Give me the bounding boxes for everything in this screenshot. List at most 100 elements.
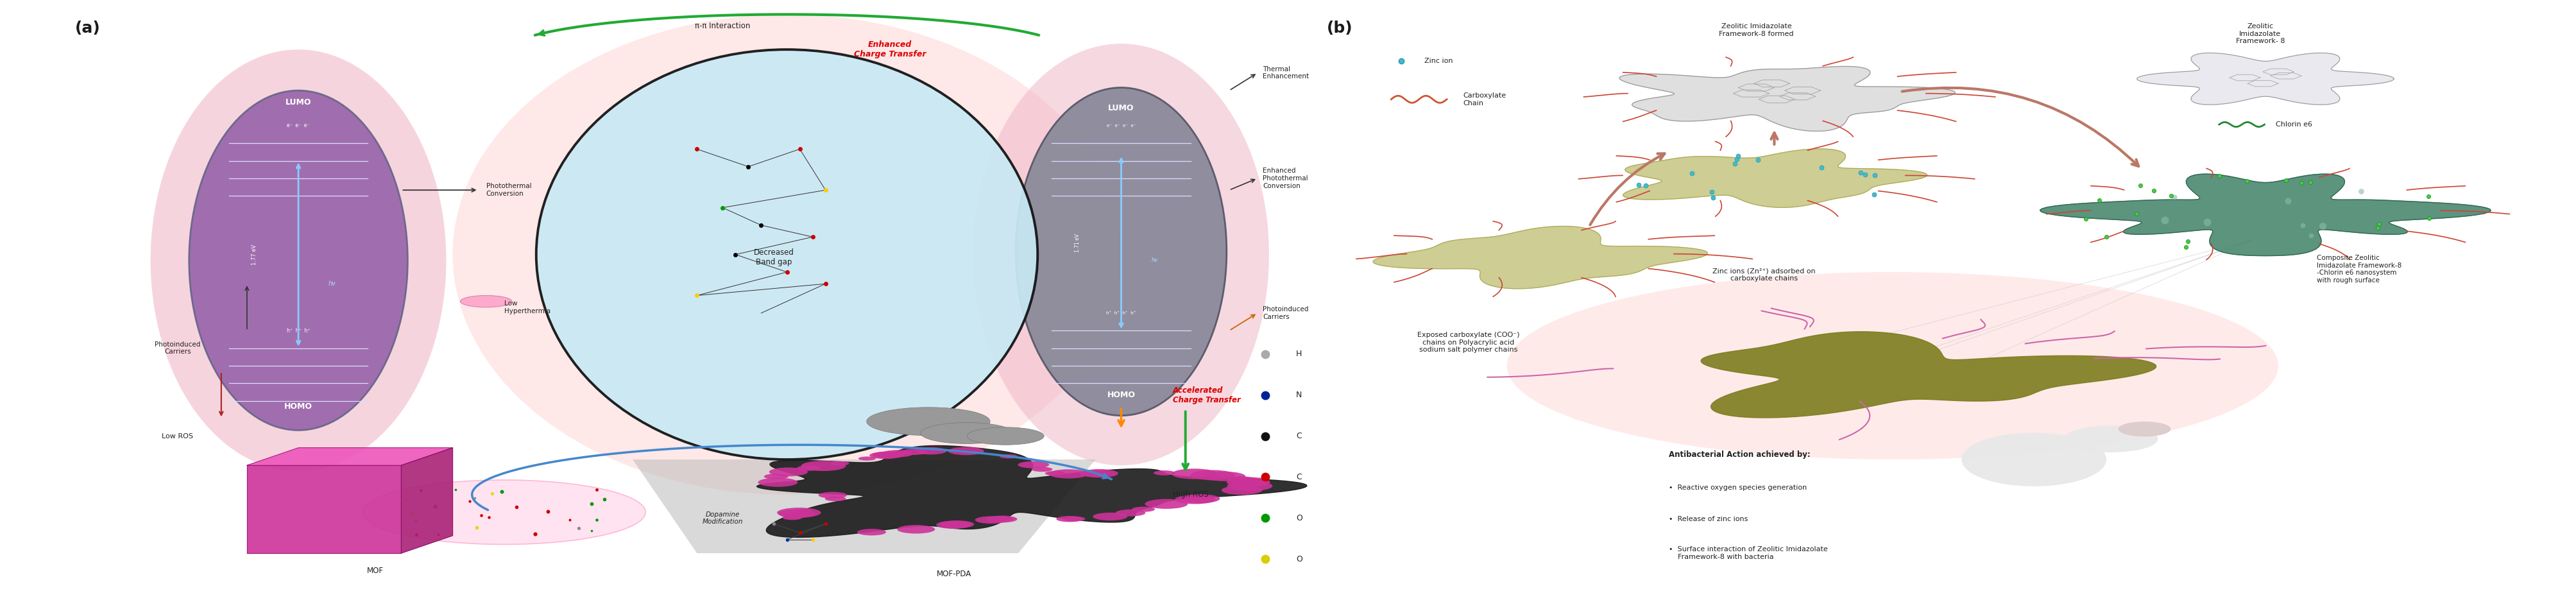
Circle shape (1154, 470, 1175, 475)
Text: Low
Hyperthermia: Low Hyperthermia (505, 300, 551, 314)
Text: h⁺  h⁺  h⁺: h⁺ h⁺ h⁺ (286, 328, 309, 333)
Circle shape (1242, 482, 1260, 486)
Circle shape (868, 452, 902, 459)
Text: Composite Zeolitic
Imidazolate Framework-8
-Chlorin e6 nanosystem
with rough sur: Composite Zeolitic Imidazolate Framework… (2316, 255, 2401, 284)
Circle shape (1190, 470, 1234, 480)
Text: O: O (1296, 555, 1301, 563)
Text: C: C (1296, 432, 1301, 440)
Polygon shape (1620, 66, 1955, 131)
Text: Photothermal
Conversion: Photothermal Conversion (487, 183, 531, 197)
Circle shape (1018, 461, 1048, 468)
Circle shape (889, 452, 907, 456)
Text: 1.71 eV: 1.71 eV (1074, 233, 1079, 252)
Circle shape (1226, 477, 1270, 487)
Text: π-π Interaction: π-π Interaction (696, 22, 750, 30)
Circle shape (824, 496, 845, 501)
Circle shape (994, 517, 1010, 521)
Text: (b): (b) (1327, 20, 1352, 35)
Circle shape (829, 461, 850, 466)
Text: Carboxylate
Chain: Carboxylate Chain (1463, 92, 1507, 106)
Circle shape (974, 516, 1007, 524)
Text: Chlorin e6: Chlorin e6 (2275, 121, 2311, 128)
Text: Zinc ion: Zinc ion (1425, 58, 1453, 64)
Circle shape (783, 515, 801, 520)
Circle shape (1231, 479, 1267, 487)
Text: Accelerated
Charge Transfer: Accelerated Charge Transfer (1172, 386, 1239, 404)
Polygon shape (1373, 226, 1708, 288)
Polygon shape (634, 459, 1095, 553)
Polygon shape (1623, 149, 1927, 207)
Circle shape (1180, 494, 1218, 503)
Text: O: O (1296, 514, 1301, 522)
Text: C: C (1296, 473, 1301, 481)
Circle shape (1115, 509, 1146, 517)
Circle shape (896, 525, 935, 534)
Circle shape (461, 296, 513, 307)
Circle shape (801, 461, 845, 471)
Circle shape (999, 454, 1018, 459)
Ellipse shape (149, 50, 446, 471)
Text: hν: hν (327, 281, 335, 287)
Text: •  Reactive oxygen species generation: • Reactive oxygen species generation (1669, 485, 1806, 491)
Polygon shape (1960, 433, 2105, 486)
Circle shape (858, 529, 886, 535)
Circle shape (1221, 486, 1262, 495)
Circle shape (1079, 469, 1118, 478)
Text: e⁻  e⁻  e⁻: e⁻ e⁻ e⁻ (286, 123, 309, 129)
Circle shape (992, 517, 1015, 521)
Circle shape (783, 514, 804, 518)
Text: Dopamine
Modification: Dopamine Modification (703, 511, 742, 525)
Polygon shape (2117, 422, 2169, 436)
Circle shape (1079, 470, 1110, 477)
Text: e⁻  e⁻  e⁻  e⁻: e⁻ e⁻ e⁻ e⁻ (1105, 124, 1136, 128)
Ellipse shape (536, 50, 1038, 459)
Ellipse shape (188, 90, 407, 430)
Text: N: N (1296, 391, 1301, 400)
Circle shape (1175, 495, 1216, 504)
Circle shape (987, 515, 1018, 522)
Ellipse shape (1507, 272, 2277, 459)
Circle shape (1046, 471, 1064, 476)
Circle shape (768, 467, 809, 476)
Text: LUMO: LUMO (286, 98, 312, 106)
Polygon shape (1700, 332, 2156, 418)
Text: Zeolitic Imidazolate
Framework-8 formed: Zeolitic Imidazolate Framework-8 formed (1718, 23, 1793, 37)
Text: High ROS: High ROS (1172, 491, 1208, 499)
Ellipse shape (974, 44, 1270, 465)
Circle shape (819, 492, 848, 498)
Polygon shape (2040, 174, 2491, 256)
Polygon shape (757, 446, 1306, 537)
Text: 1.77 eV: 1.77 eV (252, 244, 258, 265)
Circle shape (1226, 480, 1273, 491)
Circle shape (902, 449, 927, 455)
Circle shape (873, 452, 904, 459)
Text: LUMO: LUMO (1108, 104, 1133, 112)
Text: Low ROS: Low ROS (162, 433, 193, 439)
Text: Zeolitic
Imidazolate
Framework- 8: Zeolitic Imidazolate Framework- 8 (2236, 23, 2285, 44)
Circle shape (778, 508, 822, 518)
Circle shape (876, 452, 902, 457)
Circle shape (1229, 476, 1252, 482)
Text: HOMO: HOMO (283, 402, 312, 411)
Text: Antibacterial Action achieved by:: Antibacterial Action achieved by: (1669, 450, 1811, 459)
Polygon shape (247, 465, 402, 553)
Circle shape (793, 509, 811, 512)
Circle shape (363, 480, 647, 544)
Text: Enhanced
Charge Transfer: Enhanced Charge Transfer (853, 41, 925, 59)
Text: Thermal
Enhancement: Thermal Enhancement (1262, 66, 1309, 80)
Circle shape (778, 509, 817, 518)
Text: Enhanced
Photothermal
Conversion: Enhanced Photothermal Conversion (1262, 168, 1309, 189)
Circle shape (920, 423, 1012, 444)
Circle shape (881, 450, 912, 457)
Text: Exposed carboxylate (COO⁻)
chains on Polyacrylic acid
sodium salt polymer chains: Exposed carboxylate (COO⁻) chains on Pol… (1417, 332, 1520, 353)
Text: MOF: MOF (366, 567, 384, 575)
Polygon shape (247, 448, 453, 465)
Circle shape (1056, 516, 1082, 522)
Circle shape (1030, 467, 1051, 472)
Circle shape (1144, 499, 1188, 509)
Circle shape (796, 465, 822, 471)
Text: Decreased
Band gap: Decreased Band gap (755, 248, 793, 267)
Polygon shape (402, 448, 453, 553)
Circle shape (1048, 469, 1090, 479)
Circle shape (866, 407, 989, 436)
